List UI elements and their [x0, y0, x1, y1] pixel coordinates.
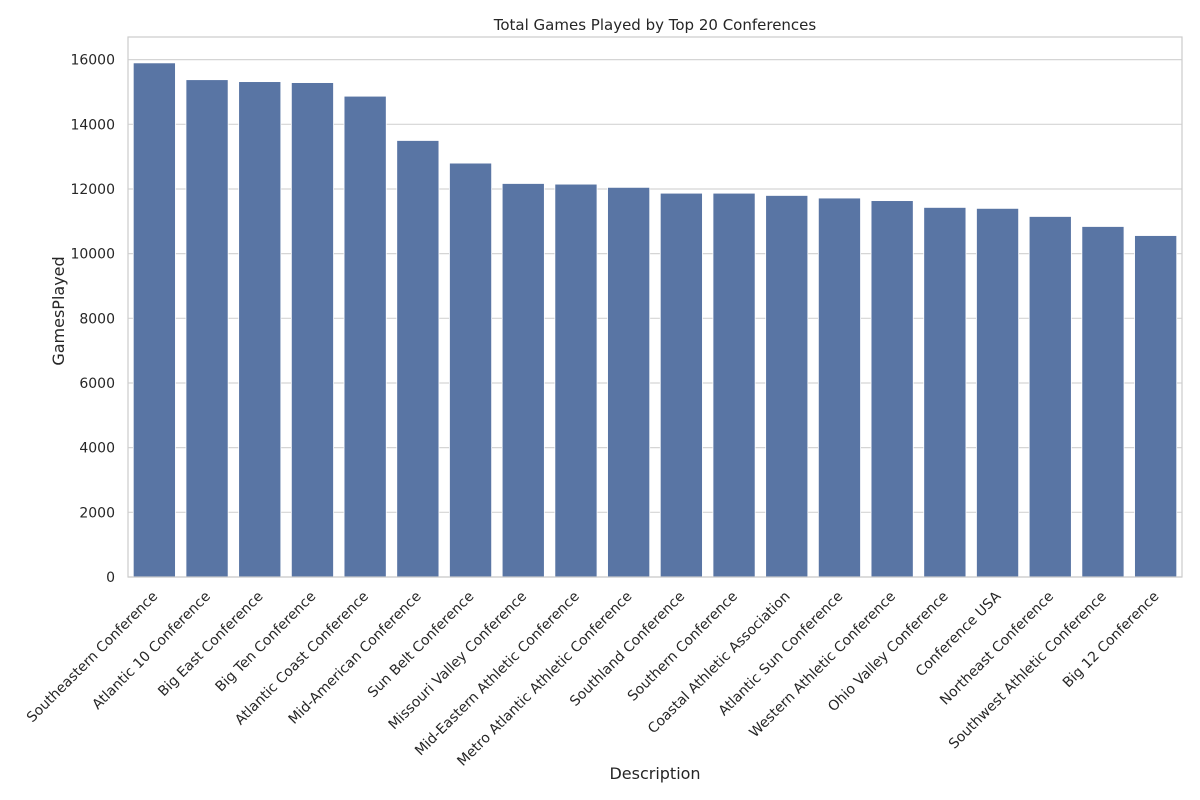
y-tick-label: 14000	[70, 117, 115, 133]
bar	[870, 200, 914, 578]
bar	[290, 82, 334, 578]
y-tick-label: 4000	[79, 441, 115, 457]
x-tick-label: Big 12 Conference	[1060, 589, 1163, 692]
y-tick-label: 8000	[79, 311, 115, 327]
bar	[132, 62, 176, 578]
x-tick-label: Big Ten Conference	[213, 589, 320, 696]
bars	[132, 62, 1178, 578]
bar	[1081, 226, 1125, 578]
y-tick-label: 0	[106, 570, 115, 586]
bar	[396, 140, 440, 578]
bar	[976, 207, 1020, 578]
bar	[343, 95, 387, 578]
plot-area-frame	[127, 36, 1183, 578]
y-tick-label: 6000	[79, 376, 115, 392]
bar	[765, 195, 809, 578]
bar	[501, 183, 545, 578]
y-axis-title: GamesPlayed	[49, 256, 68, 365]
bar	[449, 162, 493, 578]
x-axis-title: Description	[609, 764, 700, 783]
bar	[554, 183, 598, 578]
bar	[817, 197, 861, 578]
bar	[238, 81, 282, 578]
y-tick-labels: 0 2000 4000 6000 8000 10000 12000 14000 16000	[70, 53, 115, 586]
y-tick-label: 12000	[70, 182, 115, 198]
bar	[185, 79, 229, 578]
y-tick-label: 2000	[79, 505, 115, 521]
bar	[712, 192, 756, 578]
bar	[659, 192, 703, 578]
chart-title: Total Games Played by Top 20 Conferences	[493, 16, 817, 34]
y-tick-label: 10000	[70, 247, 115, 263]
bar	[1134, 235, 1178, 578]
grid-lines	[128, 59, 1182, 578]
bar	[1028, 216, 1072, 578]
y-tick-label: 16000	[70, 53, 115, 69]
bar	[923, 207, 967, 578]
bar	[607, 186, 651, 578]
x-tick-label: Big East Conference	[155, 589, 266, 700]
x-tick-label: Sun Belt Conference	[365, 589, 478, 702]
